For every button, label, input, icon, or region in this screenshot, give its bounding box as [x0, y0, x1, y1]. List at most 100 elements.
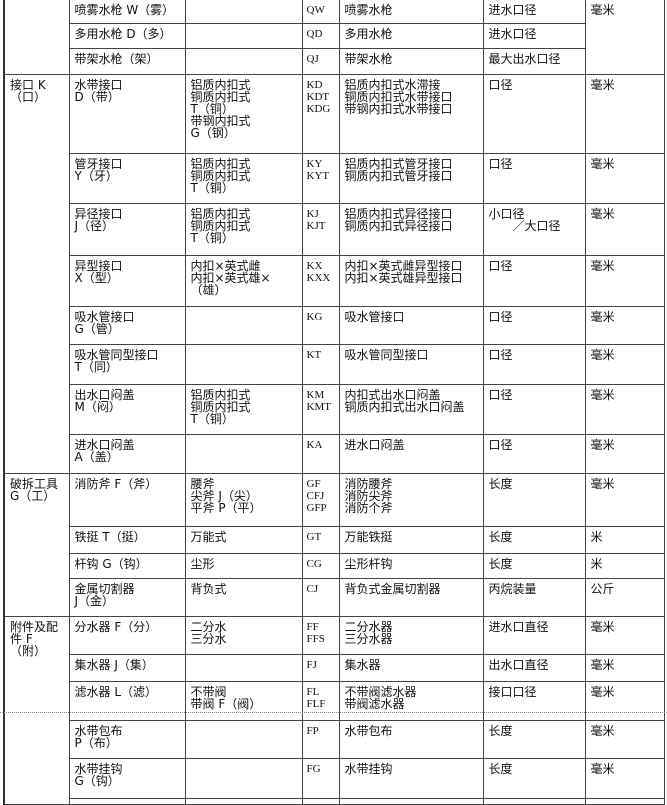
code-cell: QJ: [301, 48, 340, 75]
unit-cell: 毫米: [584, 306, 665, 345]
unit-cell: 毫米: [584, 344, 665, 385]
table-body: 喷雾水枪 W（雾） QW 喷雾水枪 进水口径 毫米 多用水枪 D（多） QD 多用水枪 进水口径…: [3, 0, 665, 805]
unit-cell: 毫米: [584, 384, 665, 435]
subtypes-cell: 背负式: [184, 578, 303, 617]
full-name-cell: 进水口闷盖: [338, 434, 484, 474]
full-name-cell: [338, 798, 484, 805]
subtypes-cell: [184, 23, 303, 49]
category-cell: 接口 K （口）: [3, 74, 70, 474]
subtypes-cell: [184, 798, 303, 805]
full-name-cell: 万能铁挺: [338, 526, 484, 554]
code-cell: KY KYT: [301, 153, 340, 204]
subtypes-cell: 腰斧 尖斧 J（尖） 平斧 P（平）: [184, 473, 303, 527]
spec-cell: 口径: [482, 74, 586, 154]
code-cell: CJ: [301, 578, 340, 617]
table-row: 进水口闷盖 A（盖） KA 进水口闷盖 口径 毫米: [4, 434, 665, 474]
unit-cell: 毫米: [584, 720, 665, 759]
subtypes-cell: 内扣×英式雌 内扣×英式雄× （雄）: [184, 255, 303, 307]
item-name-cell: 异型接口 X（型）: [68, 255, 186, 307]
table-row: 集水器 J（集） FJ 集水器 出水口直径 毫米: [4, 654, 665, 682]
spec-cell: 进水口直径: [482, 616, 586, 655]
spec-cell: 口径: [482, 434, 586, 474]
unit-cell: 米: [584, 553, 665, 579]
table-row: 铁挺 T（挺） 万能式 GT 万能铁挺 长度米: [4, 526, 665, 554]
full-name-cell: 内扣×英式雌异型接口 内扣×英式雄异型接口: [338, 255, 484, 307]
subtypes-cell: 铝质内扣式 铜质内扣式 T（铜） 带钢内扣式 G（钢）: [184, 74, 303, 154]
table-row: 滤水器 L（滤） 不带阀 带阀 F（阀） FL FLF 不带阀滤水器 带阀滤水器 接口口…: [4, 681, 665, 721]
subtypes-cell: [184, 654, 303, 682]
subtypes-cell: 铝质内扣式 铜质内扣式 T（铜）: [184, 384, 303, 435]
table-row: 喷雾水枪 W（雾） QW 喷雾水枪 进水口径 毫米: [3, 0, 665, 75]
item-name-cell: 水带接口 D（带）: [68, 74, 186, 154]
item-name-cell: 杆钩 G（钩）: [68, 553, 186, 579]
spec-cell: 丙烷装量: [482, 578, 586, 617]
code-cell: KD KDT KDG: [301, 74, 340, 154]
unit-cell: [584, 798, 665, 805]
unit-cell: 毫米: [584, 758, 665, 799]
full-name-cell: 铝质内扣式水滞接 铜质内扣式水带接口 带钢内扣式水带接口: [338, 74, 484, 154]
full-name-cell: 集水器: [338, 654, 484, 682]
code-cell: CG: [301, 553, 340, 579]
code-cell: FP: [301, 720, 340, 759]
full-name-cell: 尘形杆钩: [338, 553, 484, 579]
item-name-cell: [68, 798, 186, 805]
item-name-cell: 消防斧 F（斧）: [68, 473, 186, 527]
subtypes-cell: [184, 344, 303, 385]
full-name-cell: 水带包布: [338, 720, 484, 759]
unit-cell: 毫米: [584, 0, 665, 75]
category-cell: 附件及配 件 F （附）: [3, 616, 70, 805]
table-row: 水带挂钩 G（钩） FG 水带挂钩 长度 毫米: [4, 758, 665, 799]
table-row: 接口 K （口） 水带接口 D（带） 铝质内扣式 铜质内扣式 T（铜） 带钢内扣式 …: [3, 74, 665, 474]
full-name-cell: 铝质内扣式管牙接口 铜质内扣式管牙接口: [338, 153, 484, 204]
code-cell: KM KMT: [301, 384, 340, 435]
spec-cell: 小口径 ／大口径: [482, 203, 586, 256]
full-name-cell: 水带挂钩: [338, 758, 484, 799]
spec-cell: 长度: [482, 758, 586, 799]
full-name-cell: 吸水管接口: [338, 306, 484, 345]
table-row: 水带包布 P（布） FP 水带包布 长度 毫米: [4, 720, 665, 759]
code-cell: KA: [301, 434, 340, 474]
unit-cell: 毫米: [584, 681, 665, 721]
unit-cell: 毫米: [584, 74, 665, 154]
subtypes-cell: 万能式: [184, 526, 303, 554]
item-name-cell: 出水口闷盖 M（闷）: [68, 384, 186, 435]
item-name-cell: 水带包布 P（布）: [68, 720, 186, 759]
table-row: 杆钩 G（钩） 尘形 CG 尘形杆钩 长度米: [4, 553, 665, 579]
spec-cell: 接口口径: [482, 681, 586, 721]
full-name-cell: 二分水器 三分水器: [338, 616, 484, 655]
item-name-cell: 吸水管接口 G（管）: [68, 306, 186, 345]
spec-cell: 进水口径: [482, 0, 586, 24]
subtypes-cell: [184, 0, 303, 24]
subtypes-cell: 尘形: [184, 553, 303, 579]
spec-cell: 长度: [482, 473, 586, 527]
item-name-cell: 铁挺 T（挺）: [68, 526, 186, 554]
subtypes-cell: [184, 720, 303, 759]
code-cell: KJ KJT: [301, 203, 340, 256]
code-cell: FJ: [301, 654, 340, 682]
table-row: 附件及配 件 F （附） 分水器 F（分） 二分水 三分水 FF FFS 二分水器 三分…: [3, 616, 665, 805]
subtypes-cell: [184, 306, 303, 345]
category-cell: 破拆工具 G（工）: [3, 473, 70, 617]
unit-cell: 毫米: [584, 654, 665, 682]
spec-cell: 长度: [482, 526, 586, 554]
unit-cell: 毫米: [584, 153, 665, 204]
unit-cell: 米: [584, 526, 665, 554]
category-cell: [3, 0, 70, 75]
table-row: 异型接口 X（型） 内扣×英式雌 内扣×英式雄× （雄） KX KXX 内扣×英式雌异…: [4, 255, 665, 307]
unit-cell: 毫米: [584, 434, 665, 474]
item-name-cell: 管牙接口 Y（牙）: [68, 153, 186, 204]
table-row: 异径接口 J（径） 铝质内扣式 铜质内扣式 T（铜） KJ KJT 铝质内扣式异径接口…: [4, 203, 665, 256]
subtypes-cell: 二分水 三分水: [184, 616, 303, 655]
item-name-cell: 多用水枪 D（多）: [68, 23, 186, 49]
equipment-code-table: 喷雾水枪 W（雾） QW 喷雾水枪 进水口径 毫米 多用水枪 D（多） QD 多用水枪 进水口径…: [3, 0, 665, 805]
spec-cell: 最大出水口径: [482, 48, 586, 75]
unit-cell: 毫米: [584, 473, 665, 527]
item-name-cell: 带架水枪（架）: [68, 48, 186, 75]
code-cell: [301, 798, 340, 805]
code-cell: KX KXX: [301, 255, 340, 307]
page-break-line: [0, 712, 667, 713]
spec-cell: 进水口径: [482, 23, 586, 49]
code-cell: GF CFJ GFP: [301, 473, 340, 527]
table-row: 出水口闷盖 M（闷） 铝质内扣式 铜质内扣式 T（铜） KM KMT 内扣式出水口闷盖…: [4, 384, 665, 435]
code-cell: FF FFS: [301, 616, 340, 655]
